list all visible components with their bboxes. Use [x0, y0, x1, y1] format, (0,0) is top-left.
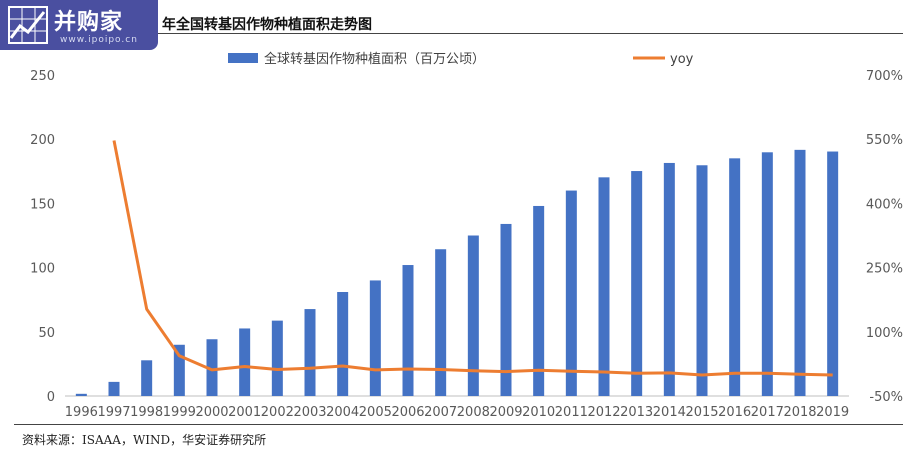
bar [827, 151, 839, 396]
bar [761, 152, 773, 396]
bar [533, 205, 545, 396]
bar [304, 309, 316, 396]
x-tick-label: 2016 [718, 405, 751, 420]
x-tick-label: 2013 [620, 405, 653, 420]
legend-bar-label: 全球转基因作物种植面积（百万公顷） [264, 51, 485, 67]
right-tick-label: 700% [866, 69, 903, 84]
left-tick-label: 200 [30, 133, 55, 148]
x-tick-label: 2000 [195, 405, 228, 420]
right-tick-label: 100% [866, 326, 903, 341]
right-tick-label: -50% [869, 390, 903, 405]
chart-title: 年全国转基因作物种植面积走势图 [162, 17, 372, 33]
bar [794, 149, 806, 396]
footer-divider [14, 424, 903, 425]
bar [141, 360, 153, 396]
x-tick-label: 2014 [653, 405, 686, 420]
legend: 全球转基因作物种植面积（百万公顷） yoy [228, 51, 694, 67]
bar [173, 344, 185, 396]
x-tick-label: 2009 [489, 405, 522, 420]
x-tick-label: 2001 [228, 405, 261, 420]
legend-line-label: yoy [670, 52, 694, 67]
left-tick-label: 50 [38, 326, 55, 341]
x-tick-label: 2006 [391, 405, 424, 420]
bar [598, 177, 610, 396]
bar [565, 190, 577, 396]
left-tick-label: 250 [30, 69, 55, 84]
x-tick-label: 2012 [587, 405, 620, 420]
bar [206, 339, 218, 396]
bar [75, 393, 87, 396]
logo-url: www.ipoipo.cn [60, 35, 138, 45]
x-tick-label: 2017 [751, 405, 784, 420]
bar [500, 223, 512, 396]
x-tick-label: 2004 [326, 405, 359, 420]
bar [239, 328, 251, 396]
bar [271, 320, 283, 396]
x-tick-label: 1996 [65, 405, 98, 420]
bar [435, 249, 447, 396]
right-tick-label: 250% [866, 262, 903, 277]
yoy-line [112, 140, 833, 377]
bar [663, 162, 675, 396]
chart-logo-icon [8, 6, 48, 44]
source-note: 资料来源：ISAAA，WIND，华安证券研究所 [22, 433, 267, 447]
x-tick-label: 2015 [685, 405, 718, 420]
x-tick-label: 1997 [97, 405, 130, 420]
title-divider [158, 33, 903, 34]
logo-text: 并购家 [54, 10, 124, 35]
x-tick-label: 2010 [522, 405, 555, 420]
bar [108, 381, 120, 396]
bar [467, 235, 479, 396]
left-tick-label: 150 [30, 197, 55, 212]
right-tick-label: 400% [866, 197, 903, 212]
right-tick-label: 550% [866, 133, 903, 148]
x-tick-label: 2008 [457, 405, 490, 420]
legend-bar-swatch [228, 53, 258, 63]
x-tick-label: 1998 [130, 405, 163, 420]
bar [337, 291, 349, 396]
x-tick-label: 1999 [163, 405, 196, 420]
x-tick-label: 2007 [424, 405, 457, 420]
axes: 0 50 100 150 200 250 -50% 100% 250% 400% 550% 700% 1… [30, 69, 903, 420]
x-tick-label: 2011 [555, 405, 588, 420]
x-tick-label: 2018 [783, 405, 816, 420]
x-tick-label: 2002 [261, 405, 294, 420]
yoy-series [112, 140, 833, 377]
brand-logo: 并购家 www.ipoipo.cn [0, 0, 158, 50]
x-tick-label: 2005 [359, 405, 392, 420]
bar [631, 171, 643, 396]
bar [696, 165, 708, 396]
left-tick-label: 0 [47, 390, 55, 405]
bar [729, 158, 741, 396]
left-tick-label: 100 [30, 262, 55, 277]
bar-series [75, 149, 839, 396]
x-tick-label: 2003 [293, 405, 326, 420]
bar [369, 280, 381, 396]
x-tick-label: 2019 [816, 405, 849, 420]
bar [402, 265, 414, 396]
